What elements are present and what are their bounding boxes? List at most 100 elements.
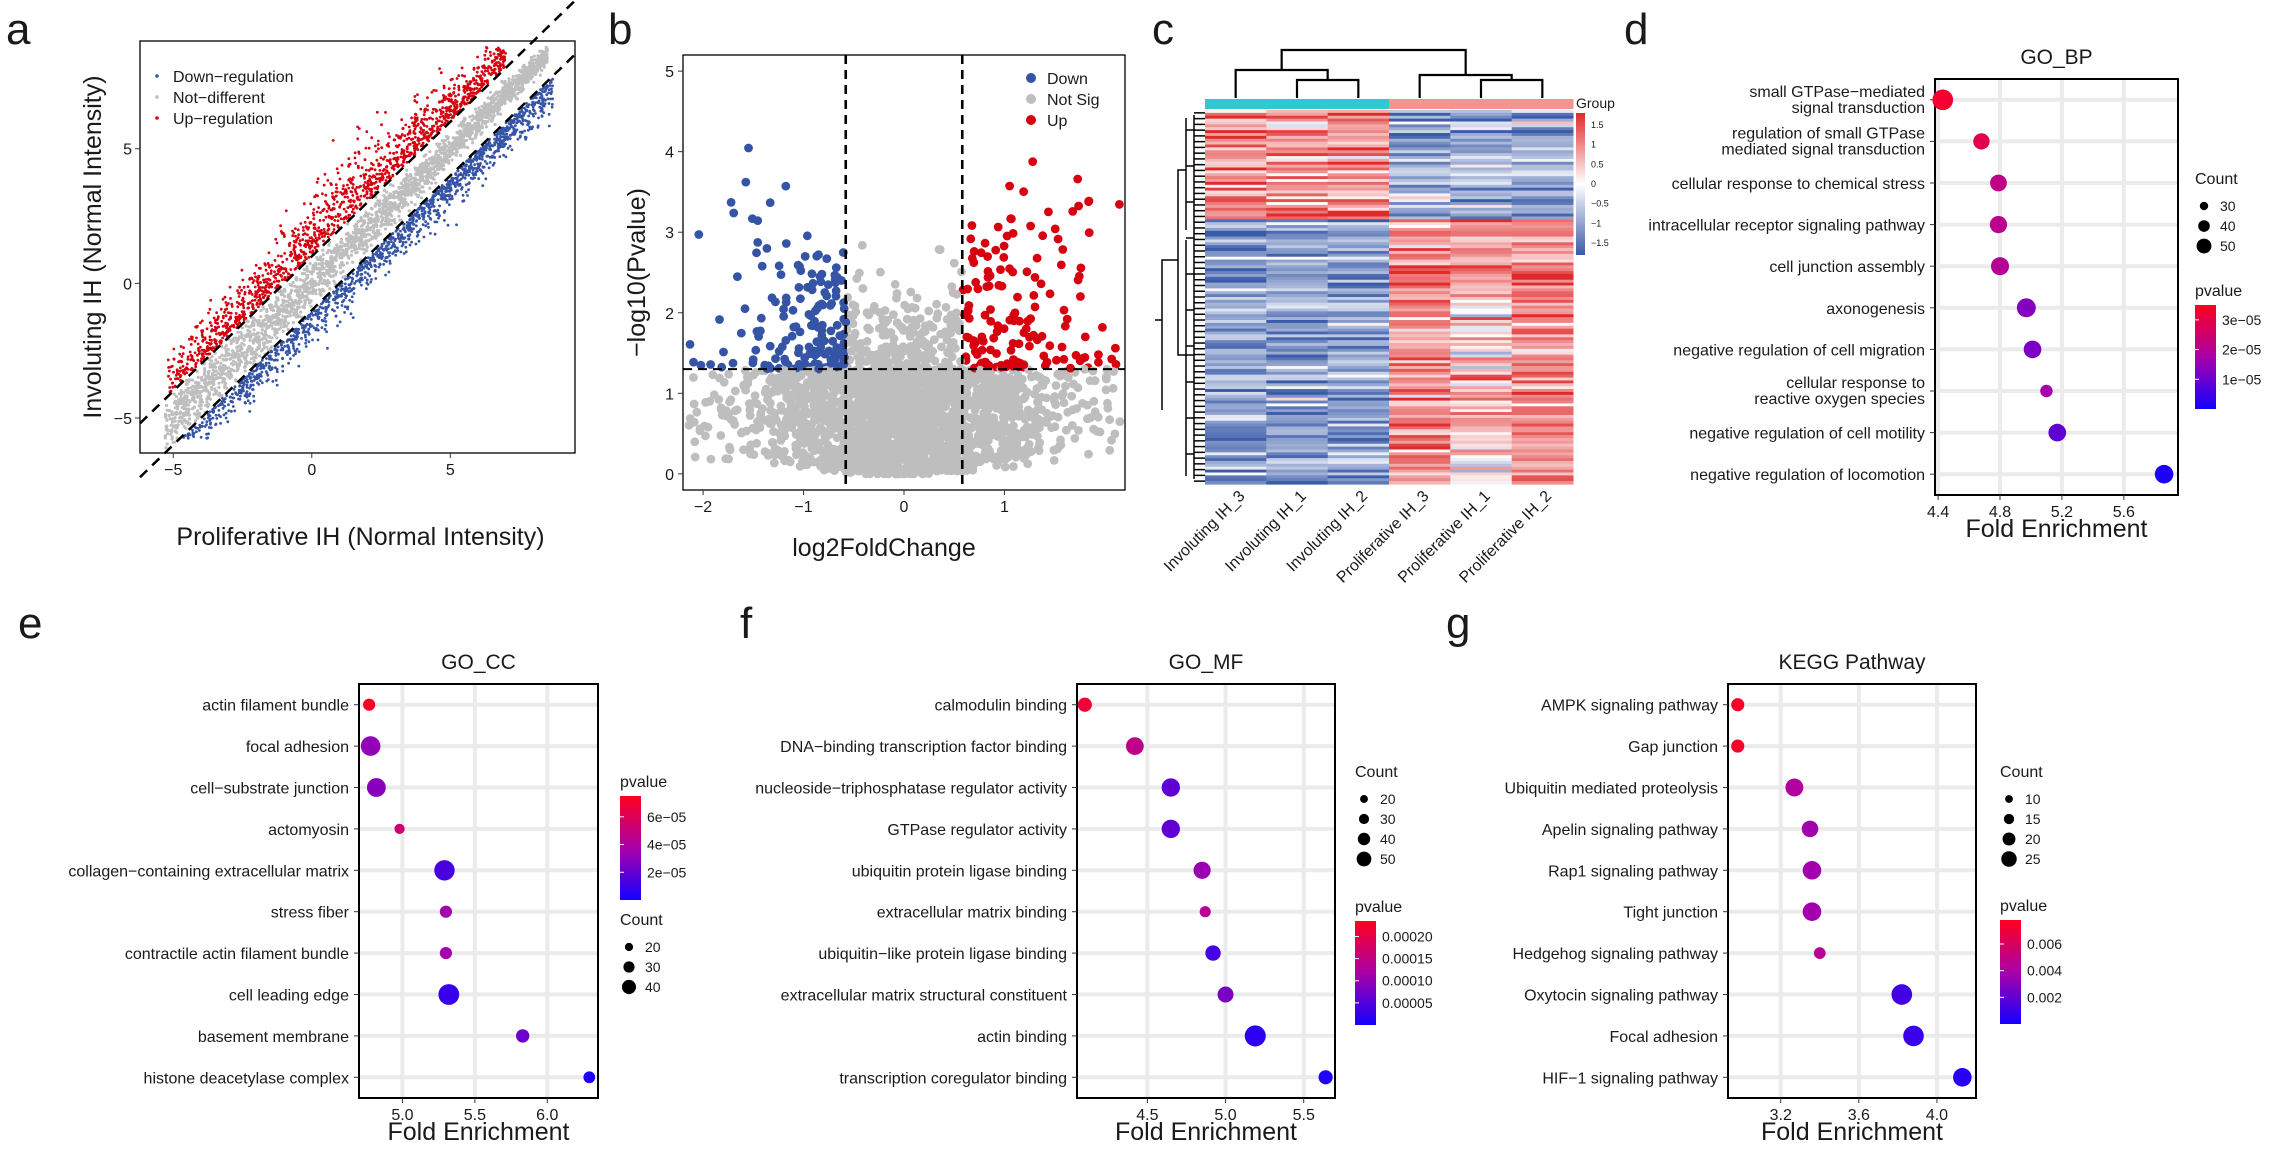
panel-a-point xyxy=(207,311,210,315)
panel-a-point xyxy=(198,397,202,401)
panel-a-point xyxy=(253,272,257,275)
panel-a-point xyxy=(429,132,433,136)
panel-a-point xyxy=(233,409,237,413)
panel-a-point xyxy=(493,122,497,127)
panel-a-point xyxy=(524,108,528,112)
panel-a-point xyxy=(324,260,328,264)
panel-a-point xyxy=(414,135,417,139)
panel-a-point xyxy=(212,362,216,366)
panel-a-point xyxy=(282,294,287,298)
panel-a-point xyxy=(326,305,330,309)
panel-a-point xyxy=(167,414,171,418)
panel-a-point xyxy=(538,73,543,77)
panel-a-point xyxy=(452,114,456,118)
panel-a-point xyxy=(369,280,373,284)
panel-a-point xyxy=(203,369,207,373)
panel-a-point xyxy=(192,412,197,416)
panel-a-point xyxy=(215,375,219,379)
panel-a-point xyxy=(427,134,431,138)
panel-a-point xyxy=(286,295,290,299)
panel-a-point xyxy=(402,252,406,255)
panel-a-point xyxy=(318,305,322,309)
panel-a-point xyxy=(262,295,265,299)
panel-a-point xyxy=(196,383,200,387)
panel-a-point xyxy=(501,49,505,53)
panel-a-point xyxy=(257,289,261,292)
panel-a-point xyxy=(210,387,214,391)
panel-a-point xyxy=(193,339,197,343)
panel-a-point xyxy=(349,312,353,316)
panel-a-point xyxy=(435,129,439,133)
panel-a-point xyxy=(483,73,487,77)
panel-a-point xyxy=(208,338,212,342)
panel-a-point xyxy=(328,269,332,273)
panel-a-point xyxy=(461,193,465,197)
panel-a-point xyxy=(178,416,182,420)
panel-a-point xyxy=(289,314,293,318)
panel-a-point xyxy=(458,143,462,147)
panel-a-point xyxy=(419,107,423,111)
panel-a-point xyxy=(356,195,360,199)
panel-a-point xyxy=(302,279,306,284)
panel-a-point xyxy=(311,269,316,274)
panel-a-point xyxy=(356,247,360,251)
panel-a-point xyxy=(380,123,383,127)
panel-a-point xyxy=(421,214,424,218)
panel-a-point xyxy=(279,308,283,312)
panel-a-point xyxy=(316,275,320,279)
panel-a-point xyxy=(495,48,498,51)
panel-a-point xyxy=(194,426,198,430)
panel-a-point xyxy=(389,161,392,165)
panel-a-point xyxy=(502,153,505,157)
panel-a-point xyxy=(198,390,202,394)
panel-a-point xyxy=(444,95,447,99)
panel-a-point xyxy=(233,352,237,356)
panel-a-point xyxy=(340,163,344,167)
panel-a-point xyxy=(336,324,339,328)
panel-a-point xyxy=(495,61,499,65)
panel-a-point xyxy=(334,183,338,187)
panel-a-point xyxy=(486,69,490,73)
panel-a-point xyxy=(511,75,515,79)
panel-a-point xyxy=(280,254,283,258)
panel-a-point xyxy=(447,203,451,207)
panel-a-point xyxy=(323,231,327,235)
panel-a-point xyxy=(297,288,302,292)
panel-a-point xyxy=(359,174,363,178)
panel-a-point xyxy=(384,273,387,277)
panel-a-point xyxy=(366,272,370,276)
panel-a-point xyxy=(397,214,401,218)
panel-a-point xyxy=(369,193,373,197)
panel-a-point xyxy=(359,273,363,276)
panel-a-point xyxy=(260,328,264,332)
panel-a-point xyxy=(396,145,399,149)
panel-a-point xyxy=(433,173,437,177)
panel-a-point xyxy=(378,201,382,205)
panel-a-point xyxy=(262,343,266,347)
panel-a-point xyxy=(476,66,480,70)
panel-a-point xyxy=(391,184,395,188)
panel-a-point xyxy=(541,101,545,105)
panel-a-point xyxy=(479,83,483,86)
panel-a-point xyxy=(460,66,464,70)
panel-a-point xyxy=(307,327,311,331)
panel-a-point xyxy=(302,268,306,272)
panel-a-point xyxy=(366,221,370,225)
panel-a-point xyxy=(282,235,286,239)
panel-a-point xyxy=(229,297,232,300)
panel-a-point xyxy=(270,285,274,289)
panel-a-point xyxy=(267,303,271,308)
panel-a-point xyxy=(227,328,230,332)
panel-a-point xyxy=(274,276,277,280)
panel-a-point xyxy=(414,113,418,116)
panel-a-point xyxy=(249,335,253,339)
panel-a-point xyxy=(475,123,480,127)
panel-a-point xyxy=(354,239,358,243)
panel-a-point xyxy=(264,268,268,272)
panel-a-point xyxy=(391,173,395,177)
panel-a-point xyxy=(168,386,172,389)
panel-a-point xyxy=(443,219,446,222)
panel-a-point xyxy=(258,338,262,342)
panel-a-point xyxy=(292,248,296,252)
panel-a-point xyxy=(489,114,494,118)
